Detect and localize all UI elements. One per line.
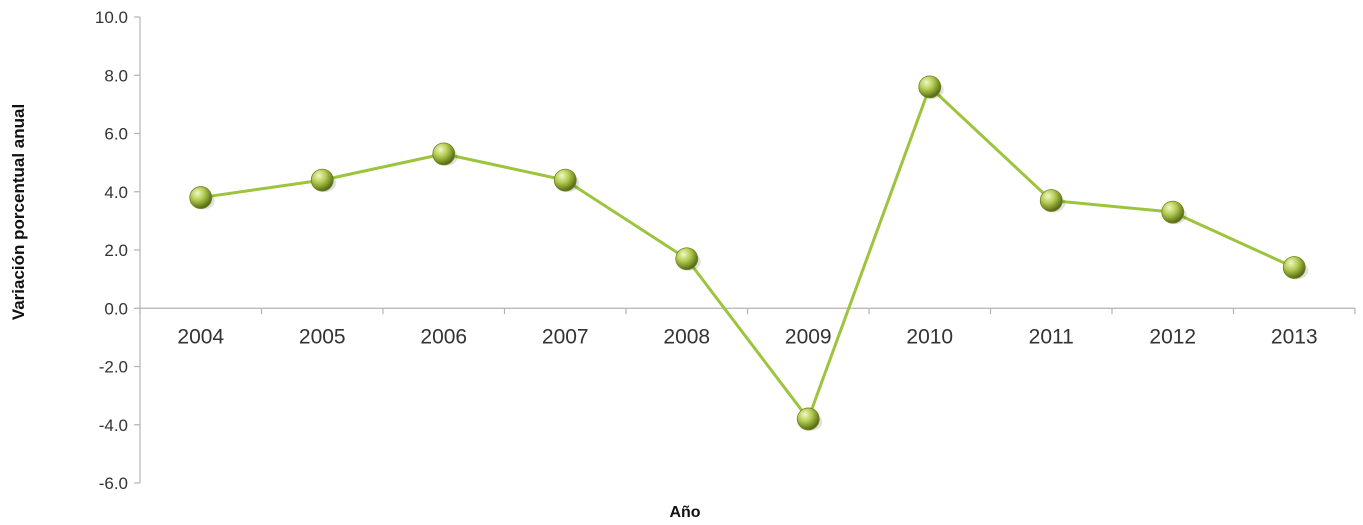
y-tick-label: 10.0 <box>95 8 128 27</box>
x-tick-label: 2010 <box>906 325 953 348</box>
data-point <box>1161 200 1185 224</box>
x-tick-label: 2006 <box>420 325 467 348</box>
y-tick-label: 2.0 <box>104 241 128 260</box>
data-point <box>1039 189 1063 212</box>
data-point <box>432 142 456 166</box>
data-point <box>310 168 334 192</box>
x-axis: 2004 2005 2006 2007 2008 2009 2010 2011 2012 2013 <box>139 307 1356 348</box>
y-tick-label: -2.0 <box>99 358 128 377</box>
x-tick-label: 2007 <box>542 325 589 348</box>
x-axis-title: Año <box>669 504 700 521</box>
data-point <box>1282 256 1306 279</box>
data-point <box>918 75 942 99</box>
y-tick-label: 6.0 <box>104 125 128 144</box>
x-tick-label: 2005 <box>299 325 346 348</box>
series-line <box>200 85 1295 421</box>
series-line-group <box>189 75 1309 431</box>
y-tick-label: 4.0 <box>104 183 128 202</box>
y-tick-label: 0.0 <box>104 299 128 318</box>
data-point <box>189 186 213 209</box>
y-tick-label: -4.0 <box>99 416 128 435</box>
data-point <box>675 247 699 271</box>
x-tick-label: 2013 <box>1271 325 1318 348</box>
y-tick-label: 8.0 <box>104 66 128 85</box>
x-tick-label: 2004 <box>177 325 224 348</box>
y-tick-label: -6.0 <box>99 474 128 493</box>
y-axis-title: Variación porcentual anual <box>9 104 28 320</box>
x-tick-label: 2009 <box>785 325 832 348</box>
y-axis: 10.0 8.0 6.0 4.0 2.0 0.0 -2.0 -4.0 -6.0 <box>95 8 141 493</box>
data-point <box>553 168 577 192</box>
x-tick-label: 2012 <box>1149 325 1196 348</box>
x-tick-label: 2008 <box>663 325 710 348</box>
data-point <box>796 407 820 431</box>
x-tick-label: 2011 <box>1029 325 1074 348</box>
